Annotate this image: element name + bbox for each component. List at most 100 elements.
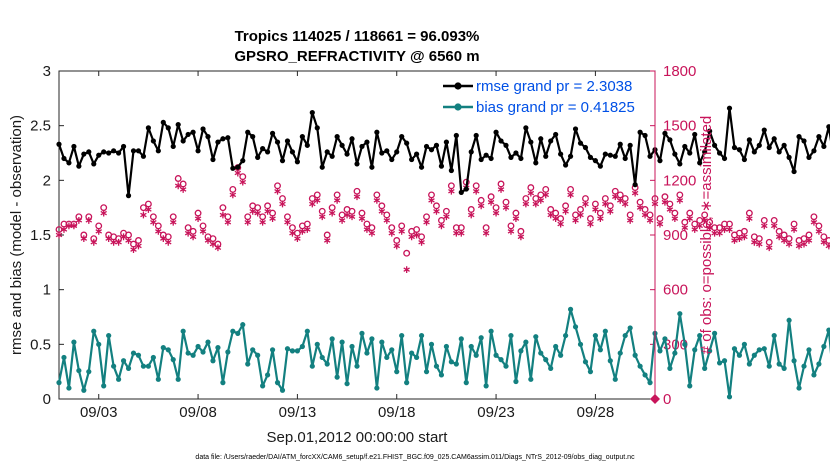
- x-tick-label: 09/13: [279, 404, 317, 421]
- rmse-point: [632, 182, 638, 188]
- rmse-point: [230, 165, 236, 171]
- obs-assimilated-point: [681, 224, 689, 232]
- y-axis-left: 0 0.5 1 1.5 2 2.5 3: [30, 63, 64, 408]
- rmse-point: [185, 131, 191, 138]
- obs-assimilated-point: [477, 202, 485, 210]
- bias-point: [175, 376, 181, 382]
- obs-assimilated-point: [472, 187, 480, 195]
- obs-assimilated-point: [691, 226, 699, 233]
- obs-assimilated-point: [602, 200, 609, 208]
- obs-assimilated-point: [527, 189, 535, 197]
- bias-point: [433, 363, 440, 369]
- y-axis-left-label: rmse and bias (model - observation): [8, 115, 25, 355]
- bias-point: [96, 341, 102, 347]
- rmse-point: [558, 151, 564, 157]
- rmse-point: [324, 149, 330, 155]
- obs-assimilated-point: [130, 246, 137, 253]
- rmse-point: [319, 164, 325, 170]
- rmse-point: [776, 149, 782, 155]
- rmse-point: [791, 168, 797, 175]
- rmse-point: [563, 162, 569, 168]
- bias-point: [165, 347, 171, 353]
- y-left-tick-label: 0: [43, 391, 51, 408]
- obs-assimilated-point: [284, 218, 291, 226]
- rmse-point: [662, 130, 668, 136]
- obs-assimilated-point: [686, 215, 694, 222]
- obs-assimilated-point: [507, 227, 515, 235]
- obs-assimilated-point: [408, 233, 415, 241]
- bias-point: [533, 334, 539, 340]
- obs-assimilated-point: [765, 244, 773, 252]
- obs-assimilated-point: [229, 191, 237, 199]
- bias-point: [125, 365, 132, 371]
- rmse-point: [135, 148, 142, 154]
- rmse-point: [707, 128, 713, 134]
- obs-assimilated-point: [259, 218, 266, 226]
- bias-point: [716, 360, 723, 366]
- rmse-point: [125, 193, 132, 199]
- bias-point: [235, 330, 241, 336]
- bias-point: [796, 385, 802, 391]
- obs-possible-point: [810, 213, 818, 221]
- bias-point: [205, 339, 211, 345]
- rmse-point: [269, 130, 276, 136]
- bias-point: [632, 352, 638, 358]
- bias-point: [577, 341, 584, 347]
- obs-possible-point: [676, 191, 684, 199]
- bias-point: [81, 387, 87, 393]
- rmse-point: [463, 186, 469, 192]
- bias-point: [200, 349, 206, 355]
- obs-possible-point: [815, 222, 823, 230]
- obs-assimilated-point: [517, 233, 525, 241]
- legend-bias-label: bias grand pr = 0.41825: [476, 99, 635, 116]
- bias-point: [657, 348, 663, 354]
- x-tick-label: 09/28: [577, 404, 615, 421]
- rmse-point: [339, 142, 345, 148]
- obs-assimilated-point: [661, 198, 669, 206]
- bias-point: [66, 385, 72, 391]
- bias-point: [736, 352, 743, 358]
- obs-assimilated-point: [760, 222, 768, 230]
- obs-assimilated-point: [641, 211, 649, 219]
- y-axis-right-label: # of obs: o=possible; ∗=assimilated: [698, 116, 715, 355]
- obs-assimilated-point: [656, 220, 664, 228]
- bias-point: [712, 330, 718, 336]
- bias-point: [771, 332, 777, 339]
- obs-assimilated-point: [140, 211, 147, 219]
- obs-possible-point: [403, 249, 411, 257]
- rmse-point: [617, 141, 623, 147]
- bias-series: [56, 306, 830, 400]
- obs-assimilated-point: [378, 207, 386, 215]
- obs-assimilated-point: [532, 200, 540, 208]
- rmse-point: [438, 163, 445, 169]
- obs-possible-point: [686, 209, 694, 217]
- obs-assimilated-point: [299, 227, 306, 235]
- rmse-point: [538, 136, 544, 142]
- rmse-point: [180, 138, 186, 144]
- bias-point: [265, 372, 271, 378]
- rmse-point: [692, 131, 698, 138]
- bias-point: [140, 363, 147, 369]
- obs-assimilated-point: [318, 213, 326, 221]
- rmse-point: [260, 146, 266, 152]
- obs-possible-point: [755, 235, 763, 243]
- bias-point: [478, 335, 484, 341]
- bias-point: [91, 328, 97, 334]
- rmse-point: [195, 148, 201, 154]
- bias-point: [448, 359, 454, 365]
- obs-assimilated-point: [825, 242, 830, 250]
- obs-possible-point: [219, 204, 227, 212]
- rmse-point: [418, 164, 425, 170]
- obs-possible-point: [765, 238, 773, 246]
- obs-assimilated-point: [631, 189, 639, 197]
- obs-assimilated-point: [289, 229, 296, 237]
- obs-assimilated-point: [279, 200, 286, 208]
- rmse-point: [61, 155, 67, 162]
- bias-point: [458, 336, 464, 342]
- bias-point: [116, 376, 122, 382]
- rmse-point: [443, 139, 449, 145]
- y-left-tick-label: 3: [43, 63, 51, 80]
- rmse-point: [140, 153, 147, 159]
- bias-point: [567, 306, 574, 312]
- obs-assimilated-point: [368, 229, 376, 237]
